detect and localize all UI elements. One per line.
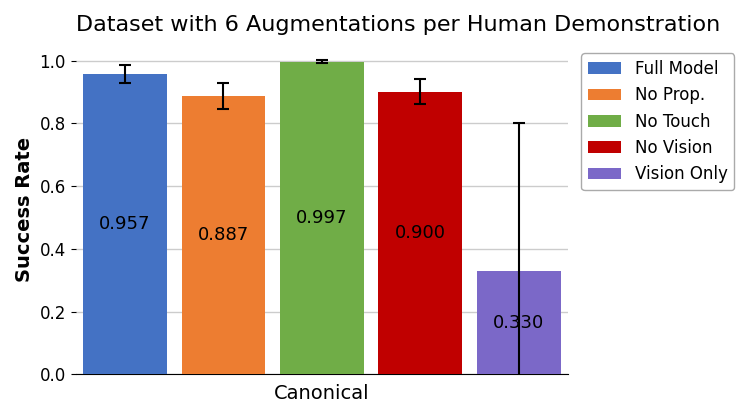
Bar <box>83 74 166 374</box>
Text: 0.997: 0.997 <box>296 209 347 227</box>
Bar <box>379 92 462 374</box>
Text: Dataset with 6 Augmentations per Human Demonstration: Dataset with 6 Augmentations per Human D… <box>76 15 720 35</box>
Text: 0.957: 0.957 <box>99 215 151 233</box>
Y-axis label: Success Rate: Success Rate <box>15 137 34 282</box>
Text: 0.900: 0.900 <box>394 224 445 242</box>
Bar <box>182 96 266 374</box>
Bar <box>477 271 560 374</box>
Legend: Full Model, No Prop., No Touch, No Vision, Vision Only: Full Model, No Prop., No Touch, No Visio… <box>581 53 734 190</box>
Text: 0.887: 0.887 <box>198 226 249 244</box>
Text: 0.330: 0.330 <box>493 314 544 331</box>
Bar <box>280 61 364 374</box>
